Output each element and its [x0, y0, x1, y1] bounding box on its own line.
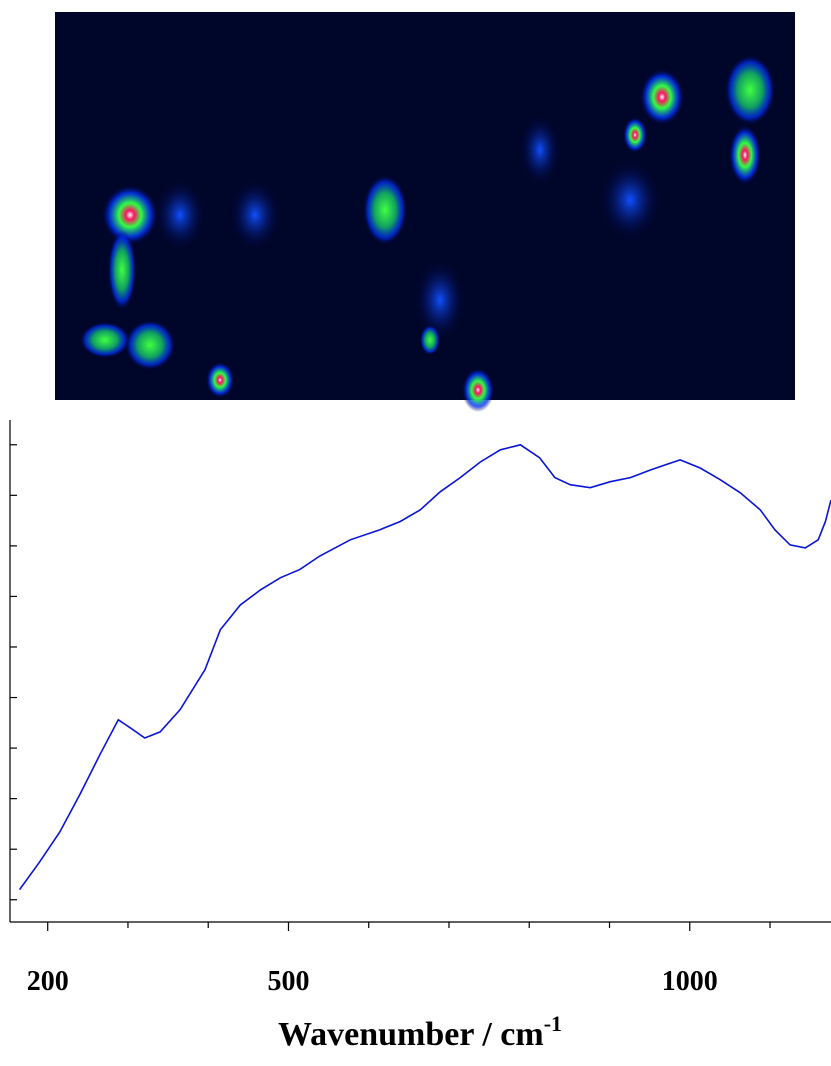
x-tick-label: 500: [267, 966, 309, 997]
x-tick-label: 1000: [662, 966, 718, 997]
heatmap-image: [55, 12, 795, 412]
spectrum-line: [18, 443, 831, 891]
x-axis-label-text: Wavenumber / cm: [278, 1016, 544, 1053]
x-axis-label: Wavenumber / cm-1: [278, 1011, 562, 1053]
x-tick-label: 200: [27, 966, 69, 997]
x-axis-label-sup: -1: [544, 1011, 562, 1036]
